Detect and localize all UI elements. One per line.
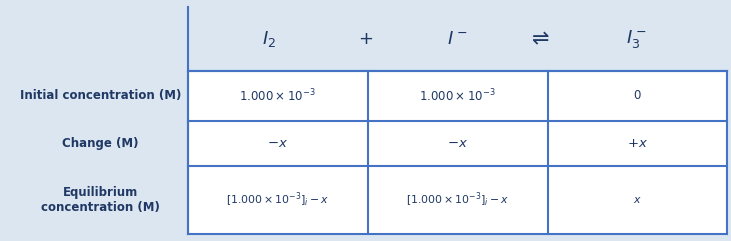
Text: $[1.000 \times 10^{-3}]_i - x$: $[1.000 \times 10^{-3}]_i - x$ [406,191,509,209]
FancyBboxPatch shape [368,120,548,166]
FancyBboxPatch shape [12,166,188,234]
FancyBboxPatch shape [548,71,727,120]
Text: $I^-$: $I^-$ [447,30,468,48]
Text: $I_2$: $I_2$ [262,29,276,49]
FancyBboxPatch shape [548,120,727,166]
FancyBboxPatch shape [188,71,368,120]
FancyBboxPatch shape [188,7,727,71]
FancyBboxPatch shape [368,71,548,120]
Text: Change (M): Change (M) [62,137,139,150]
Text: +: + [358,30,374,48]
Text: $I_3^-$: $I_3^-$ [626,28,645,50]
FancyBboxPatch shape [12,71,188,120]
Text: $0$: $0$ [633,89,642,102]
FancyBboxPatch shape [188,166,368,234]
Text: Initial concentration (M): Initial concentration (M) [20,89,181,102]
Text: $-x$: $-x$ [268,137,288,150]
Text: $1.000 \times 10^{-3}$: $1.000 \times 10^{-3}$ [420,87,496,104]
Text: $[1.000 \times 10^{-3}]_i - x$: $[1.000 \times 10^{-3}]_i - x$ [227,191,329,209]
FancyBboxPatch shape [188,120,368,166]
Text: Equilibrium
concentration (M): Equilibrium concentration (M) [41,186,160,214]
Text: $1.000 \times 10^{-3}$: $1.000 \times 10^{-3}$ [240,87,316,104]
FancyBboxPatch shape [548,166,727,234]
Text: $\rightleftharpoons$: $\rightleftharpoons$ [527,29,550,49]
FancyBboxPatch shape [12,120,188,166]
FancyBboxPatch shape [12,7,188,71]
Text: $-x$: $-x$ [447,137,468,150]
FancyBboxPatch shape [368,166,548,234]
Text: $+x$: $+x$ [627,137,648,150]
Text: $x$: $x$ [633,195,642,205]
